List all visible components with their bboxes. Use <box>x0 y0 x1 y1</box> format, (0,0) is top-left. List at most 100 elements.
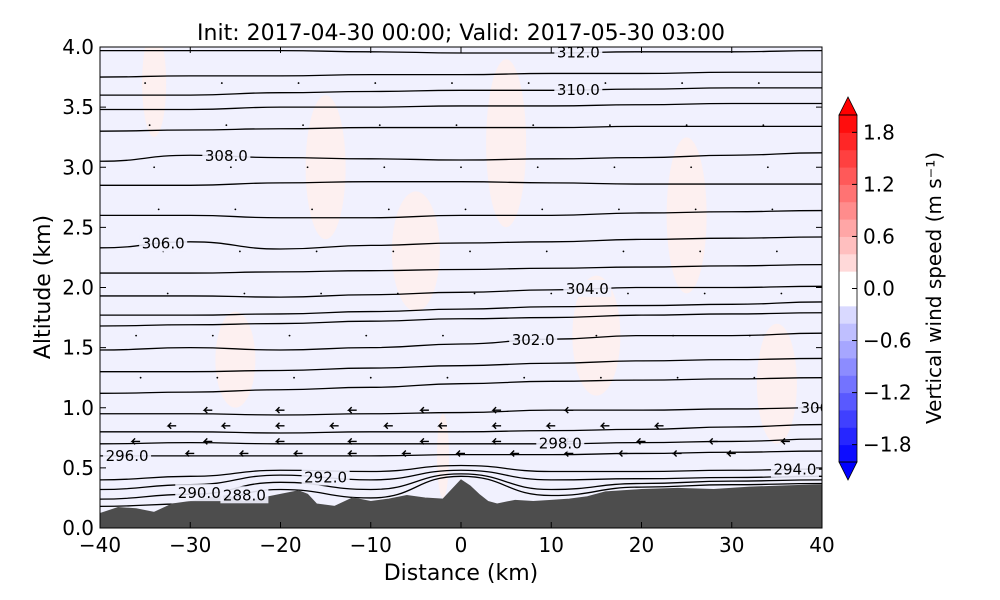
contour-line <box>100 71 822 78</box>
contour-line <box>100 264 822 274</box>
wind-dot <box>293 376 295 379</box>
colorbar-ticks: −1.8 −1.2 −0.6 0.0 0.6 1.2 1.8 <box>852 120 912 457</box>
wind-dot <box>532 124 535 127</box>
wind-dot <box>229 166 232 169</box>
wind-dot <box>442 334 444 337</box>
y-tick-label: 0.5 <box>62 456 94 480</box>
contour-line-292.0 <box>100 469 822 491</box>
wind-dot <box>771 208 774 211</box>
wind-arrow <box>708 437 718 445</box>
wind-dot <box>609 124 611 127</box>
contour-label-292.0: 292.0 <box>304 468 347 486</box>
updraft-patch <box>756 323 797 444</box>
wind-dot <box>234 208 237 211</box>
wind-arrow <box>726 449 736 457</box>
colorbar-extend-min <box>838 461 858 481</box>
contour-label-bg <box>220 486 269 504</box>
wind-dot <box>460 166 462 169</box>
x-axis-label: Distance (km) <box>384 561 539 586</box>
wind-dot <box>676 376 679 379</box>
x-tick-label: −30 <box>169 533 211 557</box>
wind-dot <box>306 166 309 169</box>
wind-arrow <box>401 449 411 457</box>
wind-dot <box>766 166 769 169</box>
wind-dot <box>541 208 544 211</box>
wind-dot <box>387 208 390 211</box>
contour-line <box>100 125 822 132</box>
wind-arrow <box>780 437 790 445</box>
contour-label-bg <box>103 446 152 464</box>
contour-label-300.0: 300.0 <box>801 399 844 417</box>
wind-dot <box>627 292 629 295</box>
wind-dot <box>536 166 539 169</box>
x-tick-label: −40 <box>79 533 121 557</box>
x-axis: −40 −30 −20 −10 0 10 20 30 40 <box>79 47 835 557</box>
contour-line <box>100 209 822 219</box>
contour-label-302.0: 302.0 <box>512 331 555 349</box>
wind-dot <box>378 124 381 127</box>
wind-arrow <box>202 406 213 414</box>
wind-dot <box>748 334 751 337</box>
wind-dot <box>690 166 693 169</box>
wind-dot <box>315 250 318 253</box>
wind-arrow <box>419 406 429 414</box>
chart-title: Init: 2017-04-30 00:00; Valid: 2017-05-3… <box>197 21 725 46</box>
wind-arrow <box>220 422 231 430</box>
colorbar-tick-label: 1.2 <box>863 172 895 196</box>
colorbar-bin <box>839 132 857 151</box>
colorbar-bin <box>839 149 857 168</box>
colorbar <box>838 96 858 481</box>
updraft-patch <box>486 59 527 228</box>
y-tick-label: 1.5 <box>62 336 94 360</box>
contour-label-bg <box>509 331 558 349</box>
y-axis: 0.0 0.5 1.0 1.5 2.0 2.5 3.0 3.5 4.0 <box>62 35 822 540</box>
y-tick-label: 3.5 <box>62 95 94 119</box>
wind-dot <box>216 376 219 379</box>
wind-arrow <box>202 437 213 445</box>
colorbar-tick-label: 1.8 <box>863 120 895 144</box>
colorbar-bin <box>839 236 857 255</box>
wind-arrow <box>671 449 682 457</box>
wind-arrow <box>635 437 646 445</box>
wind-dot <box>618 208 620 211</box>
wind-arrow <box>383 422 393 430</box>
wind-dot <box>365 334 368 337</box>
wind-arrow <box>491 422 502 430</box>
contour-line-312.0 <box>100 49 822 54</box>
wind-dot <box>139 376 142 379</box>
colorbar-bin <box>839 167 857 185</box>
contour-line-298.0 <box>100 438 822 445</box>
wind-arrow <box>274 422 285 430</box>
wind-dot <box>694 208 697 211</box>
contour-label-294.0: 294.0 <box>773 460 816 478</box>
updraft-patch <box>391 191 440 312</box>
wind-dot <box>473 292 476 295</box>
wind-dot <box>238 250 241 253</box>
colorbar-tick-label: −1.2 <box>863 381 912 405</box>
wind-arrow <box>509 449 520 457</box>
wind-arrow <box>274 406 285 414</box>
contour-line-310.0 <box>100 87 822 96</box>
colorbar-bin <box>839 288 857 307</box>
contour-line <box>100 181 822 186</box>
wind-dot <box>225 124 228 127</box>
wind-arrow <box>437 422 447 430</box>
wind-dot <box>699 250 702 253</box>
wind-arrow <box>166 422 177 430</box>
wind-arrow <box>347 406 357 414</box>
contour-label-288.0: 288.0 <box>223 486 266 504</box>
x-tick-label: 0 <box>455 533 468 557</box>
wind-dot <box>604 82 607 84</box>
wind-arrow <box>292 449 303 457</box>
colorbar-tick-label: 0.6 <box>863 224 895 248</box>
colorbar-bin <box>839 201 857 220</box>
x-tick-label: 40 <box>809 533 834 557</box>
wind-dot <box>157 208 160 211</box>
wind-dot <box>288 334 291 337</box>
contour-label-296.0: 296.0 <box>106 447 149 465</box>
colorbar-label: Vertical wind speed (m s⁻¹) <box>922 152 946 424</box>
colorbar-bin <box>839 305 857 324</box>
contour-label-304.0: 304.0 <box>566 280 609 298</box>
